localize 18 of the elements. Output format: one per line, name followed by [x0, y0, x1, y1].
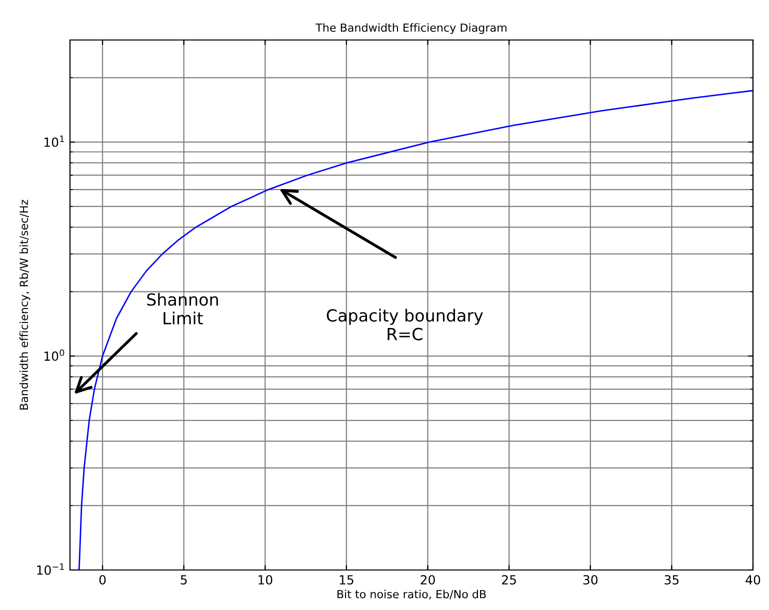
x-tick-label: 20 — [420, 575, 435, 585]
x-tick-label: 10 — [258, 575, 272, 585]
x-tick-label: 25 — [502, 575, 516, 585]
x-tick-label: 30 — [583, 575, 598, 585]
annotation: Shannon Limit — [147, 292, 218, 324]
annotation: Capacity boundary R=C — [326, 308, 483, 340]
y-axis-title: Bandwidth efficiency, Rb/W bit/sec/Hz — [19, 200, 30, 410]
chart-title: The Bandwidth Efficiency Diagram — [316, 23, 506, 34]
line-series — [76, 90, 753, 570]
x-tick-label: 15 — [340, 575, 354, 585]
x-tick-label: 40 — [746, 575, 760, 585]
x-axis-title: Bit to noise ratio, Eb/No dB — [338, 590, 486, 600]
x-tick-label: 35 — [664, 575, 679, 585]
y-tick-label: 10$^{−1}$ — [37, 564, 64, 575]
x-tick-label: 0 — [99, 575, 106, 585]
y-tick-label: 10$^{1}$ — [44, 136, 64, 147]
x-tick-label: 5 — [180, 575, 187, 585]
y-tick-label: 10$^{0}$ — [44, 349, 64, 361]
